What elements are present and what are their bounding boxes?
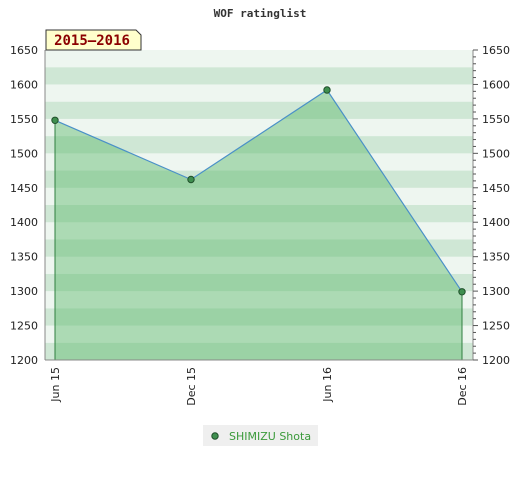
legend-marker xyxy=(211,432,219,440)
grid-band xyxy=(45,342,473,360)
y-tick-label-right: 1400 xyxy=(482,216,510,229)
grid-band xyxy=(45,273,473,292)
y-tick-label-left: 1300 xyxy=(10,285,38,298)
grid-band xyxy=(45,170,473,188)
y-tick-label-right: 1300 xyxy=(482,285,510,298)
grid-band xyxy=(45,101,473,119)
grid-band xyxy=(45,325,473,343)
y-tick-label-left: 1250 xyxy=(10,320,38,333)
grid-band xyxy=(45,222,473,240)
grid-band xyxy=(45,291,473,309)
y-tick-label-left: 1350 xyxy=(10,251,38,264)
data-point[interactable] xyxy=(323,86,331,94)
legend-box xyxy=(203,425,318,446)
y-tick-label-right: 1650 xyxy=(482,44,510,57)
x-tick-label: Dec 16 xyxy=(456,367,469,406)
y-tick-label-left: 1650 xyxy=(10,44,38,57)
y-tick-label-right: 1500 xyxy=(482,147,510,160)
y-tick-label-left: 1450 xyxy=(10,182,38,195)
y-tick-label-right: 1250 xyxy=(482,320,510,333)
x-tick-label: Jun 15 xyxy=(49,367,62,403)
badge-label: 2015–2016 xyxy=(54,33,130,49)
series-line xyxy=(54,89,463,293)
y-tick-label-right: 1450 xyxy=(482,182,510,195)
y-tick-label-left: 1200 xyxy=(10,354,38,367)
grid-band xyxy=(45,308,473,326)
y-tick-label-right: 1350 xyxy=(482,251,510,264)
y-tick-label-right: 1550 xyxy=(482,113,510,126)
y-tick-label-left: 1500 xyxy=(10,147,38,160)
grid-band xyxy=(45,118,473,137)
axes: 1200 1200 1250 1250 1300 1300 1350 1350 1400 1400… xyxy=(10,44,510,406)
data-points xyxy=(51,86,466,296)
y-tick-label-right: 1200 xyxy=(482,354,510,367)
series-area xyxy=(55,90,462,360)
grid-band xyxy=(45,50,473,68)
y-tick-label-left: 1400 xyxy=(10,216,38,229)
x-tick-label: Jun 16 xyxy=(321,367,334,403)
legend[interactable]: SHIMIZU Shota xyxy=(203,425,318,446)
grid-band xyxy=(45,256,473,274)
area-layer xyxy=(54,89,463,360)
grid-band xyxy=(45,205,473,223)
badge-shape xyxy=(45,29,142,51)
chart-title: WOF ratinglist xyxy=(214,7,307,20)
grid-band xyxy=(45,153,473,171)
period-badge: 2015–2016 xyxy=(45,29,142,51)
x-tick-label: Dec 15 xyxy=(185,367,198,406)
legend-label: SHIMIZU Shota xyxy=(229,430,311,443)
data-point[interactable] xyxy=(458,288,466,296)
grid-band xyxy=(45,67,473,85)
data-point[interactable] xyxy=(187,175,195,184)
y-tick-label-right: 1600 xyxy=(482,78,510,91)
y-tick-label-left: 1550 xyxy=(10,113,38,126)
data-point[interactable] xyxy=(51,116,59,125)
grid-band xyxy=(45,239,473,257)
y-tick-label-left: 1600 xyxy=(10,78,38,91)
grid-band xyxy=(45,84,473,102)
grid-band xyxy=(45,187,473,205)
